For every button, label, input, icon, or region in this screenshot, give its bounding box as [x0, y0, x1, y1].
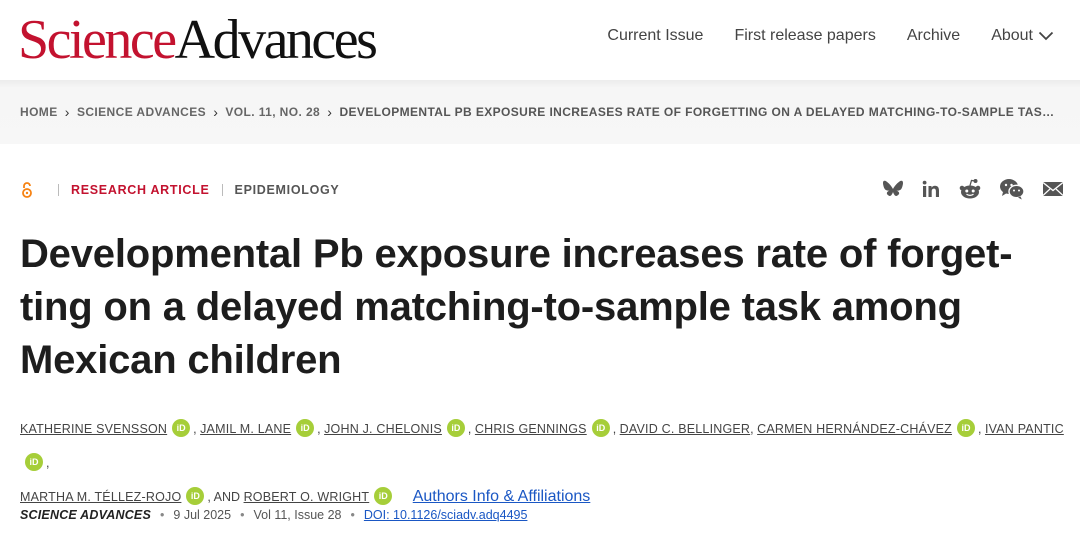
breadcrumb-article: DEVELOPMENTAL PB EXPOSURE INCREASES RATE… — [339, 105, 1060, 119]
citation-date: 9 Jul 2025 — [173, 508, 232, 522]
author-name[interactable]: CHRIS GENNINGS — [474, 422, 587, 436]
breadcrumb-band — [0, 80, 1080, 144]
author-name[interactable]: MARTHA M. TÉLLEZ-ROJO — [20, 490, 182, 504]
article-type: RESEARCH ARTICLE — [71, 183, 210, 197]
citation-journal: SCIENCE ADVANCES — [20, 508, 151, 522]
nav-about[interactable]: About — [991, 24, 1054, 48]
and-word: AND — [213, 490, 241, 504]
chevron-right-icon: › — [213, 104, 219, 120]
orcid-icon[interactable]: iD — [957, 418, 976, 437]
bluesky-icon[interactable] — [882, 179, 904, 199]
orcid-icon[interactable]: iD — [446, 418, 465, 437]
breadcrumb-journal[interactable]: SCIENCE ADVANCES — [76, 105, 207, 119]
author-name[interactable]: CARMEN HERNÁNDEZ-CHÁVEZ — [757, 422, 953, 436]
nav-first-release-papers[interactable]: First release papers — [734, 27, 876, 44]
author-name[interactable]: JOHN J. CHELONIS — [324, 422, 442, 436]
main-nav: Current Issue First release papers Archi… — [607, 24, 1054, 48]
meta-divider — [221, 184, 223, 196]
authors-affiliations-link[interactable]: Authors Info & Affiliations — [412, 488, 591, 505]
breadcrumb: HOME › SCIENCE ADVANCES › VOL. 11, NO. 2… — [20, 104, 1060, 120]
author-name[interactable]: DAVID C. BELLINGER — [619, 422, 751, 436]
doi-link[interactable]: DOI: 10.1126/sciadv.adq4495 — [363, 508, 528, 522]
orcid-icon[interactable]: iD — [186, 486, 205, 505]
breadcrumb-volume[interactable]: VOL. 11, NO. 28 — [225, 105, 321, 119]
author-name[interactable]: KATHERINE SVENSSON — [20, 422, 168, 436]
orcid-icon[interactable]: iD — [172, 418, 191, 437]
author-name[interactable]: ROBERT O. WRIGHT — [243, 490, 370, 504]
article-meta: RESEARCH ARTICLE EPIDEMIOLOGY — [20, 181, 339, 199]
author-name[interactable]: IVAN PANTIC — [984, 422, 1064, 436]
nav-current-issue[interactable]: Current Issue — [607, 27, 704, 44]
share-bar — [882, 178, 1064, 200]
separator-dot: • — [160, 508, 165, 522]
logo-science: Science — [18, 9, 177, 71]
orcid-icon[interactable]: iD — [374, 486, 393, 505]
chevron-right-icon: › — [327, 104, 333, 120]
wechat-icon[interactable] — [999, 178, 1025, 200]
separator-dot: • — [240, 508, 245, 522]
orcid-icon[interactable]: iD — [25, 452, 43, 471]
open-access-icon — [22, 182, 32, 198]
article-subject[interactable]: EPIDEMIOLOGY — [234, 183, 340, 197]
chevron-right-icon: › — [64, 104, 70, 120]
logo-advances: Advances — [174, 9, 378, 71]
site-logo[interactable]: Science Advances — [18, 8, 378, 72]
orcid-icon[interactable]: iD — [591, 418, 610, 437]
orcid-icon[interactable]: iD — [296, 418, 315, 437]
chevron-down-icon — [1038, 31, 1054, 41]
breadcrumb-home[interactable]: HOME — [20, 105, 58, 119]
separator-dot: • — [350, 508, 355, 522]
article-title: Developmental Pb exposure increases rate… — [20, 232, 1013, 382]
nav-archive[interactable]: Archive — [906, 27, 961, 44]
email-icon[interactable] — [1042, 181, 1064, 197]
site-header: Science Advances Current Issue First rele… — [0, 0, 1080, 80]
citation-volume: Vol 11, Issue 28 — [253, 508, 342, 522]
linkedin-icon[interactable] — [921, 179, 941, 199]
author-list: KATHERINE SVENSSON iD, JAMIL M. LANE iD, J… — [20, 412, 1070, 514]
reddit-icon[interactable] — [958, 178, 982, 200]
author-name[interactable]: JAMIL M. LANE — [200, 422, 292, 436]
meta-divider — [58, 184, 59, 196]
citation-line: SCIENCE ADVANCES • 9 Jul 2025 • Vol 11, … — [20, 508, 527, 522]
nav-about-label: About — [991, 27, 1033, 44]
